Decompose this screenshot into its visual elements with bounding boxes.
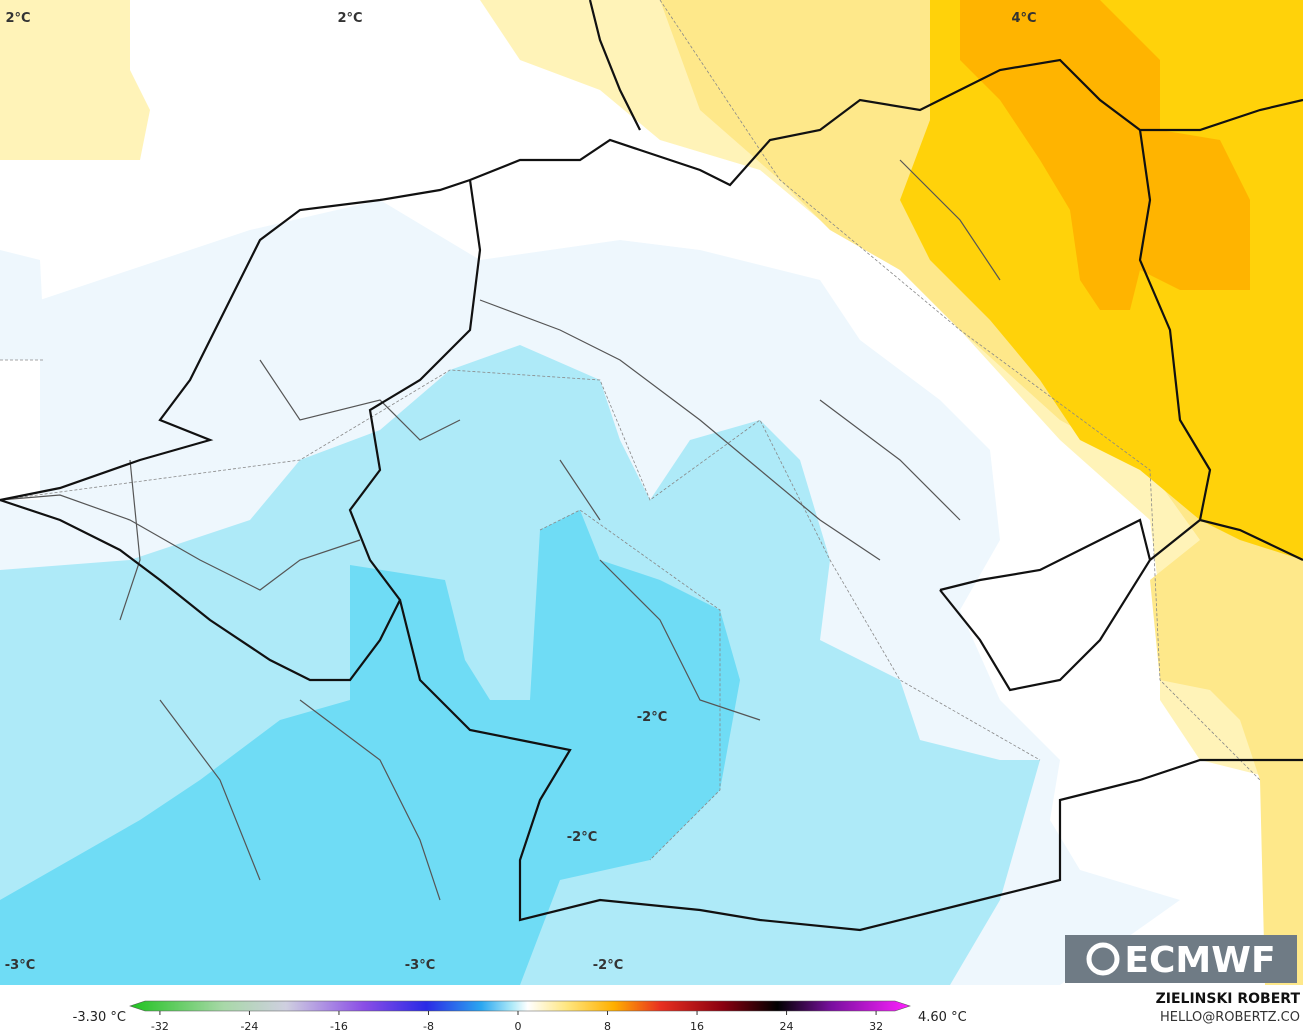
logo-icon: [1086, 942, 1120, 976]
author: ZIELINSKI ROBERT: [1156, 991, 1301, 1007]
contour-label: 2°C: [5, 11, 30, 26]
colorbar-tick-label: -16: [330, 1020, 348, 1033]
contour-label: 2°C: [337, 11, 362, 26]
colorbar-tick-label: 24: [780, 1020, 794, 1033]
colorbar-tick-label: -24: [240, 1020, 258, 1033]
colorbar-tick-label: -8: [423, 1020, 434, 1033]
contour-label: -3°C: [5, 958, 35, 973]
colorbar-tick-label: 16: [690, 1020, 704, 1033]
legend: -3.30 °C 4.60 °C ZIELINSKI ROBERT HELLO@…: [73, 991, 1301, 1033]
contour-label: -2°C: [637, 710, 667, 725]
contour-label: -2°C: [567, 830, 597, 845]
contour-label: -2°C: [593, 958, 623, 973]
contour-labels: 2°C 2°C 4°C -2°C -2°C -3°C -3°C -2°C: [5, 11, 1037, 973]
logo: ECMWF: [1065, 935, 1297, 983]
coastline: [0, 0, 1303, 502]
contour-label: 4°C: [1011, 11, 1036, 26]
colorbar-tick-label: 32: [869, 1020, 883, 1033]
colorbar-tick-label: 0: [515, 1020, 522, 1033]
contour-label: -3°C: [405, 958, 435, 973]
map: [0, 0, 1303, 985]
legend-min: -3.30 °C: [73, 1010, 126, 1025]
logo-text: ECMWF: [1124, 940, 1275, 981]
zone-orange: [960, 0, 1250, 310]
isoline: [0, 0, 1261, 861]
colorbar-tick-label: -32: [151, 1020, 169, 1033]
zone-cyan: [0, 510, 740, 985]
admin-border: [0, 159, 1001, 901]
colorbar-tick-label: 8: [604, 1020, 611, 1033]
contact: HELLO@ROBERTZ.CO: [1160, 1010, 1300, 1025]
colorbar: [129, 1000, 911, 1012]
country-border: [0, 129, 1303, 932]
legend-max: 4.60 °C: [918, 1010, 967, 1025]
